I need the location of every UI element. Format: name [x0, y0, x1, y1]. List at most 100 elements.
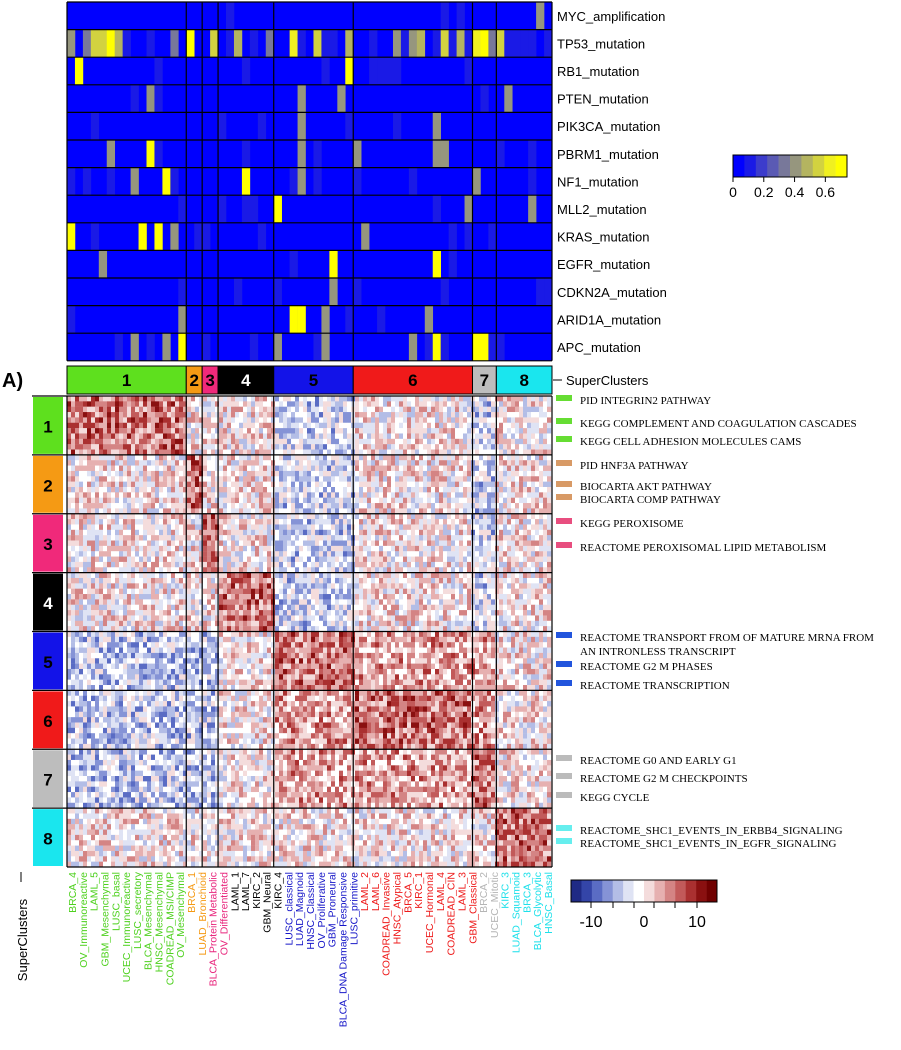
- column-label: OV_Differentiated: [218, 872, 230, 955]
- column-label: COADREAD_MSI/CIMP: [164, 872, 176, 985]
- pathway-label: REACTOME G0 AND EARLY G1: [580, 755, 737, 767]
- column-label: LAML_3: [456, 872, 468, 911]
- supercluster-row-block: [33, 514, 63, 572]
- column-label: HNSC_Mesenchymal: [154, 872, 166, 972]
- pathway-color-marker: [556, 481, 572, 487]
- pathway-label: REACTOME TRANSCRIPTION: [580, 680, 730, 692]
- mutation-label: APC_mutation: [557, 340, 641, 355]
- pathway-color-marker: [556, 418, 572, 424]
- pathway-label: KEGG CYCLE: [580, 792, 650, 804]
- pathway-color-marker: [556, 680, 572, 686]
- column-label: BRCA_3: [521, 872, 533, 913]
- column-label: LAML_4: [435, 872, 447, 911]
- supercluster-row-number: 5: [43, 653, 52, 672]
- pathway-color-marker: [556, 436, 572, 442]
- mutation-label: PTEN_mutation: [557, 92, 649, 107]
- supercluster-number: 8: [519, 371, 528, 390]
- pathway-label: REACTOME G2 M PHASES: [580, 661, 713, 673]
- mutation-label: ARID1A_mutation: [557, 312, 661, 327]
- column-label: BRCA_4: [67, 872, 79, 913]
- column-label: OV_Immunoreactive: [78, 872, 90, 968]
- column-label: LUSC_primitive: [348, 872, 360, 945]
- mutation-legend-tick: 0.4: [785, 184, 805, 200]
- mutation-row-labels: MYC_amplification TP53_mutation RB1_mutati…: [557, 9, 667, 355]
- column-label: OV_Mesenchymal: [175, 872, 187, 958]
- pathway-color-marker: [556, 755, 572, 761]
- panel-label: A): [2, 370, 23, 392]
- pathway-labels: PID INTEGRIN2 PATHWAY KEGG COMPLEMENT AND…: [556, 395, 874, 850]
- mutation-label: MLL2_mutation: [557, 202, 647, 217]
- pathway-label: KEGG CELL ADHESION MOLECULES CAMS: [580, 436, 801, 448]
- pathway-color-marker: [556, 395, 572, 401]
- column-label: KIRC_4: [273, 872, 285, 909]
- pathway-label: PID HNF3A PATHWAY: [580, 460, 689, 472]
- column-label: GBM_Classical: [467, 872, 479, 944]
- pathway-color-marker: [556, 632, 572, 638]
- mutation-label: RB1_mutation: [557, 64, 639, 79]
- pathway-label: REACTOME PEROXISOMAL LIPID METABOLISM: [580, 542, 827, 554]
- column-label: KIRC_1: [413, 872, 425, 909]
- pathway-label: BIOCARTA COMP PATHWAY: [580, 494, 721, 506]
- column-label: GBM_Mesenchymal: [99, 872, 111, 967]
- mutation-label: PBRM1_mutation: [557, 147, 659, 162]
- column-label: BLCA_Protein Metabolic: [208, 872, 220, 986]
- pathway-color-marker: [556, 460, 572, 466]
- column-label: COADREAD_CIN: [446, 872, 458, 955]
- column-label: BLCA_Glycolytic: [532, 872, 544, 950]
- superclusters-vertical-label: SuperClusters: [15, 898, 30, 981]
- column-label: LAML_6: [370, 872, 382, 911]
- mutation-label: CDKN2A_mutation: [557, 285, 667, 300]
- mutation-label: KRAS_mutation: [557, 230, 650, 245]
- supercluster-number: 1: [122, 371, 131, 390]
- column-label: LAML_1: [229, 872, 241, 911]
- supercluster-row-number: 1: [43, 417, 52, 436]
- superclusters-label: SuperClusters: [566, 373, 649, 388]
- pathway-label: REACTOME TRANSPORT FROM OF MATURE MRNA F…: [580, 632, 874, 644]
- supercluster-row-number: 4: [43, 594, 53, 613]
- column-label: KIRC_3: [500, 872, 512, 909]
- supercluster-number: 6: [408, 371, 417, 390]
- supercluster-row-bar: 1 2 3 4 5 6 7 8: [33, 397, 63, 866]
- supercluster-row-number: 7: [43, 771, 52, 790]
- column-label: GBM_Proneural: [327, 872, 339, 947]
- mutation-heatmap: [66, 1, 553, 362]
- expression-legend-tick: 10: [688, 914, 706, 931]
- column-label: BRCA_1: [186, 872, 198, 913]
- column-label: LAML_5: [89, 872, 101, 911]
- pathway-color-marker: [556, 542, 572, 548]
- supercluster-block: [495, 365, 553, 395]
- mutation-label: PIK3CA_mutation: [557, 119, 660, 134]
- supercluster-row-number: 3: [43, 535, 52, 554]
- column-label: LUAD_Bronchioid: [197, 872, 209, 956]
- column-label: LUAD_Magnoid: [294, 872, 306, 946]
- pathway-color-marker: [556, 661, 572, 667]
- column-label: BLCA_Mesenchymal: [143, 872, 155, 970]
- column-label: LUSC_classical: [283, 872, 295, 946]
- column-label: COADREAD_Invasive: [381, 872, 393, 976]
- supercluster-row-number: 6: [43, 712, 52, 731]
- pathway-label: REACTOME_SHC1_EVENTS_IN_EGFR_SIGNALING: [580, 838, 837, 850]
- pathway-label: REACTOME_SHC1_EVENTS_IN_ERBB4_SIGNALING: [580, 825, 843, 837]
- column-label: LAML_2: [359, 872, 371, 911]
- supercluster-row-block: [33, 809, 63, 866]
- mutation-label: EGFR_mutation: [557, 257, 650, 272]
- column-label: UCEC_Immunoreactive: [121, 872, 133, 982]
- pathway-label: BIOCARTA AKT PATHWAY: [580, 481, 712, 493]
- column-label: LAML_7: [240, 872, 252, 911]
- column-label: GBM_Neural: [262, 872, 274, 933]
- expression-color-legend: -10 0 10: [570, 879, 718, 931]
- pathway-label: KEGG PEROXISOME: [580, 518, 684, 530]
- expression-heatmap: [32, 395, 553, 868]
- column-label: HNSC_Atypical: [392, 872, 404, 944]
- pathway-color-marker: [556, 494, 572, 500]
- pathway-color-marker: [556, 792, 572, 798]
- supercluster-row-number: 2: [43, 476, 52, 495]
- column-label: LUSC_basal: [110, 872, 122, 931]
- column-label: KIRC_2: [251, 872, 263, 909]
- expression-legend-tick: 0: [640, 914, 649, 931]
- column-label: BRCA_5: [402, 872, 414, 913]
- supercluster-row-block: [33, 455, 63, 513]
- supercluster-number: 5: [309, 371, 318, 390]
- pathway-label: AN INTRONLESS TRANSCRIPT: [580, 646, 736, 658]
